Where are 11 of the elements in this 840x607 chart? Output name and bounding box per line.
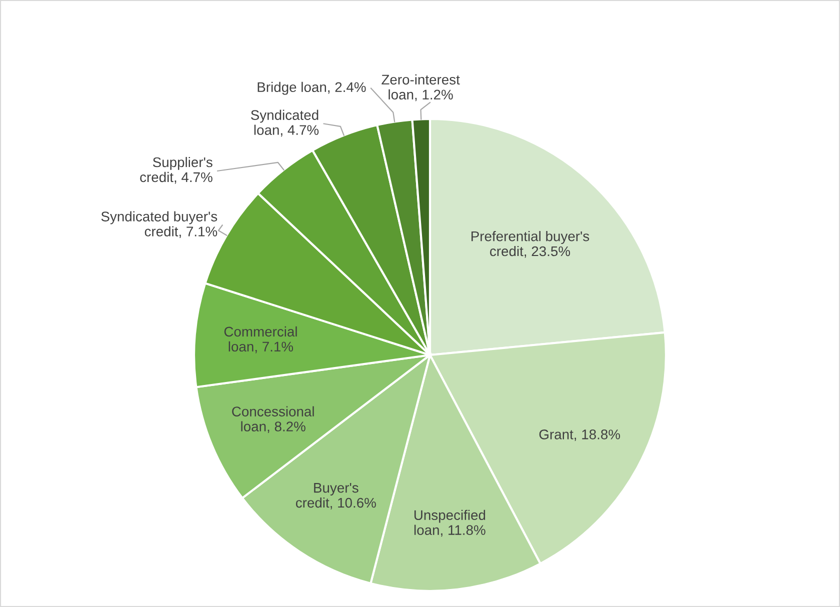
slice-label: Supplier's credit, 4.7%: [140, 156, 212, 184]
slice-label: Grant, 18.8%: [539, 430, 620, 441]
slice-label: Bridge loan, 2.4%: [258, 82, 366, 95]
slice-label: Buyer's credit, 10.6%: [296, 483, 376, 510]
slice-label: Syndicated loan, 4.7%: [250, 110, 319, 137]
slice-label: Preferential buyer's credit, 23.5%: [472, 231, 590, 258]
slice-label: Syndicated buyer's credit, 7.1%: [101, 211, 218, 238]
slice-label: Unspecified loan, 11.8%: [414, 510, 486, 537]
slice-label: Zero-interest loan, 1.2%: [382, 74, 460, 102]
slice-label: Commercial loan, 7.1%: [224, 326, 297, 354]
slice-label: Concessional loan, 8.2%: [232, 406, 314, 434]
